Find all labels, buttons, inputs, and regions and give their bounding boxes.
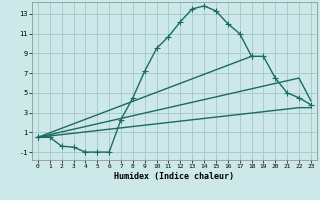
X-axis label: Humidex (Indice chaleur): Humidex (Indice chaleur) [115, 172, 234, 181]
